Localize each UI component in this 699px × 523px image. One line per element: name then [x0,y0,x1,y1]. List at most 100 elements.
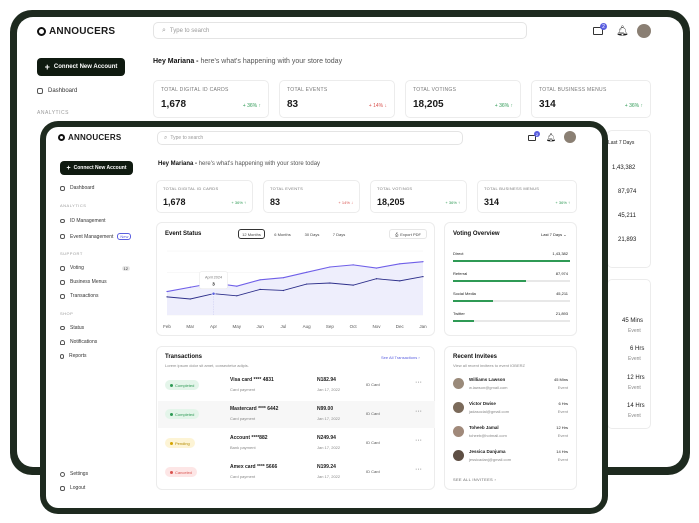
sidebar-item-voting[interactable]: Voting 12 [60,265,130,271]
back-connect-button[interactable]: + Connect New Account [37,58,125,76]
back-vo-value: 1,43,382 [612,165,636,171]
invitee-tag: Event [557,409,568,414]
filter-6-months[interactable]: 6 Months [274,231,291,237]
event-icon [60,234,65,239]
status-label: Completed [175,382,195,388]
nav-label: Dashboard [70,185,95,191]
x-tick-label: Apr [210,324,218,329]
sidebar-item-id-management[interactable]: ID Management [60,218,106,224]
back-bell-icon[interactable]: 🔔︎ [616,26,629,37]
sidebar-item-event-management[interactable]: Event Management New [60,233,132,240]
voting-bar-fill [453,260,570,262]
status-label: Canceled [175,469,192,475]
export-pdf-button[interactable]: ⎙ Export PDF [389,229,427,239]
folder-icon [60,326,65,330]
voting-item-value: 21,893 [555,311,568,316]
see-all-transactions-link[interactable]: See All Transactions › [381,355,420,360]
more-options-icon[interactable]: ··· [415,379,422,386]
plus-icon: + [44,62,50,72]
series-point [166,296,168,298]
x-tick-label: Jun [256,324,264,329]
app-name: ANNOUCERS [68,133,122,142]
back-inv-tag: Event [628,328,641,334]
menu-icon [60,279,65,285]
back-search-input[interactable]: ⌕ Type to search [153,22,527,39]
connect-account-button[interactable]: + Connect New Account [60,161,133,175]
invitee-tag: Event [557,433,568,438]
search-placeholder: Type to search [169,27,210,34]
transactions-subtitle: Lorem ipsum dolor sit amet, consectetur … [165,363,249,368]
invitee-avatar [453,378,464,389]
filter-30-days[interactable]: 30 Days [304,231,320,237]
x-tick-label: Sep [326,324,335,329]
sidebar-item-dashboard[interactable]: Dashboard [60,185,94,191]
series-point [282,289,284,292]
filter-7-days[interactable]: 7 Days [332,231,346,237]
sidebar-item-transactions[interactable]: Transactions [60,293,98,299]
stat-change: + 36% ↑ [242,103,261,109]
sidebar-item-logout[interactable]: Logout [60,485,85,491]
tx-type: ID Card [366,382,380,387]
logo-ring-icon [37,27,46,36]
stat-value: 83 [287,99,299,110]
stat-value: 314 [539,99,556,110]
sidebar-item-notifications[interactable]: Notifications [60,339,97,345]
voting-count-badge: 12 [121,265,130,271]
bell-small-icon [60,339,65,345]
section-analytics: ANALYTICS [60,203,87,208]
stat-label: TOTAL VOTINGS [377,186,413,191]
invitee-name: Jessica Danjuma [469,449,506,454]
connect-label: Connect New Account [53,64,118,70]
tx-amount: N99.00 [317,406,334,412]
sidebar-item-reports[interactable]: Reports [60,353,87,359]
search-placeholder: Type to search [170,135,204,141]
back-voting-range[interactable]: Last 7 Days [608,140,635,146]
sidebar-item-settings[interactable]: Settings [60,471,88,477]
tx-method: Card payment [230,474,256,479]
back-avatar[interactable] [637,24,651,38]
status-badge: Completed [165,380,200,390]
back-mail-icon[interactable] [593,27,603,35]
voting-item-label: Direct [453,251,464,256]
back-inv-time: 6 Hrs [630,346,645,352]
tx-type: ID Card [366,411,380,416]
greeting-text: here's what's happening with your store … [200,58,343,65]
more-options-icon[interactable]: ··· [415,466,422,473]
invitees-subtitle: View all recent invitees to event IOBERZ [453,363,525,368]
stat-card-id-cards: TOTAL DIGITAL ID CARDS 1,678 + 36% ↑ [156,180,253,213]
x-tick-label: Oct [350,324,358,329]
mail-icon[interactable] [528,135,536,141]
search-input[interactable]: ⌕ Type to search [157,131,463,145]
see-all-invitees-link[interactable]: SEE ALL INVITEES › [453,477,496,482]
stat-card-votings: TOTAL VOTINGS 18,205 + 36% ↑ [370,180,467,213]
back-inv-time: 45 Mins [622,318,644,324]
recent-invitees-panel: Recent Invitees View all recent invitees… [444,346,577,490]
stat-label: TOTAL EVENTS [287,87,328,93]
user-avatar[interactable] [564,131,576,143]
series-point [236,285,238,287]
back-stat-card-0: TOTAL DIGITAL ID CARDS 1,678 + 36% ↑ [153,80,269,118]
invitee-time: 14 Hrs [556,449,568,454]
back-nav-dashboard[interactable]: Dashboard [37,88,77,94]
series-point [329,266,331,268]
filter-12-months[interactable]: 12 Months [238,229,265,239]
gear-icon [60,471,65,477]
invitee-email: jessicadanj@gmail.com [469,457,512,462]
bell-icon[interactable]: 🔔︎ [546,133,557,142]
new-badge: New [117,233,132,240]
invitee-tag: Event [557,385,568,390]
invitee-email: jadasocial@gmail.com [469,409,510,414]
voting-range-select[interactable]: Last 7 Days ⌄ [541,232,567,237]
sidebar-item-status[interactable]: Status [60,325,84,331]
x-tick-label: Mar [186,324,194,329]
voting-item-label: Social Media [453,291,476,296]
more-options-icon[interactable]: ··· [415,408,422,415]
x-tick-label: Jul [280,324,286,329]
sidebar-item-business-menus[interactable]: Business Menus [60,279,107,285]
series-point [189,286,191,288]
nav-label: Reports [69,353,87,359]
transactions-title: Transactions [165,354,203,360]
more-options-icon[interactable]: ··· [415,437,422,444]
tooltip-date: April 2024 [205,276,222,280]
nav-label: Transactions [70,293,99,299]
